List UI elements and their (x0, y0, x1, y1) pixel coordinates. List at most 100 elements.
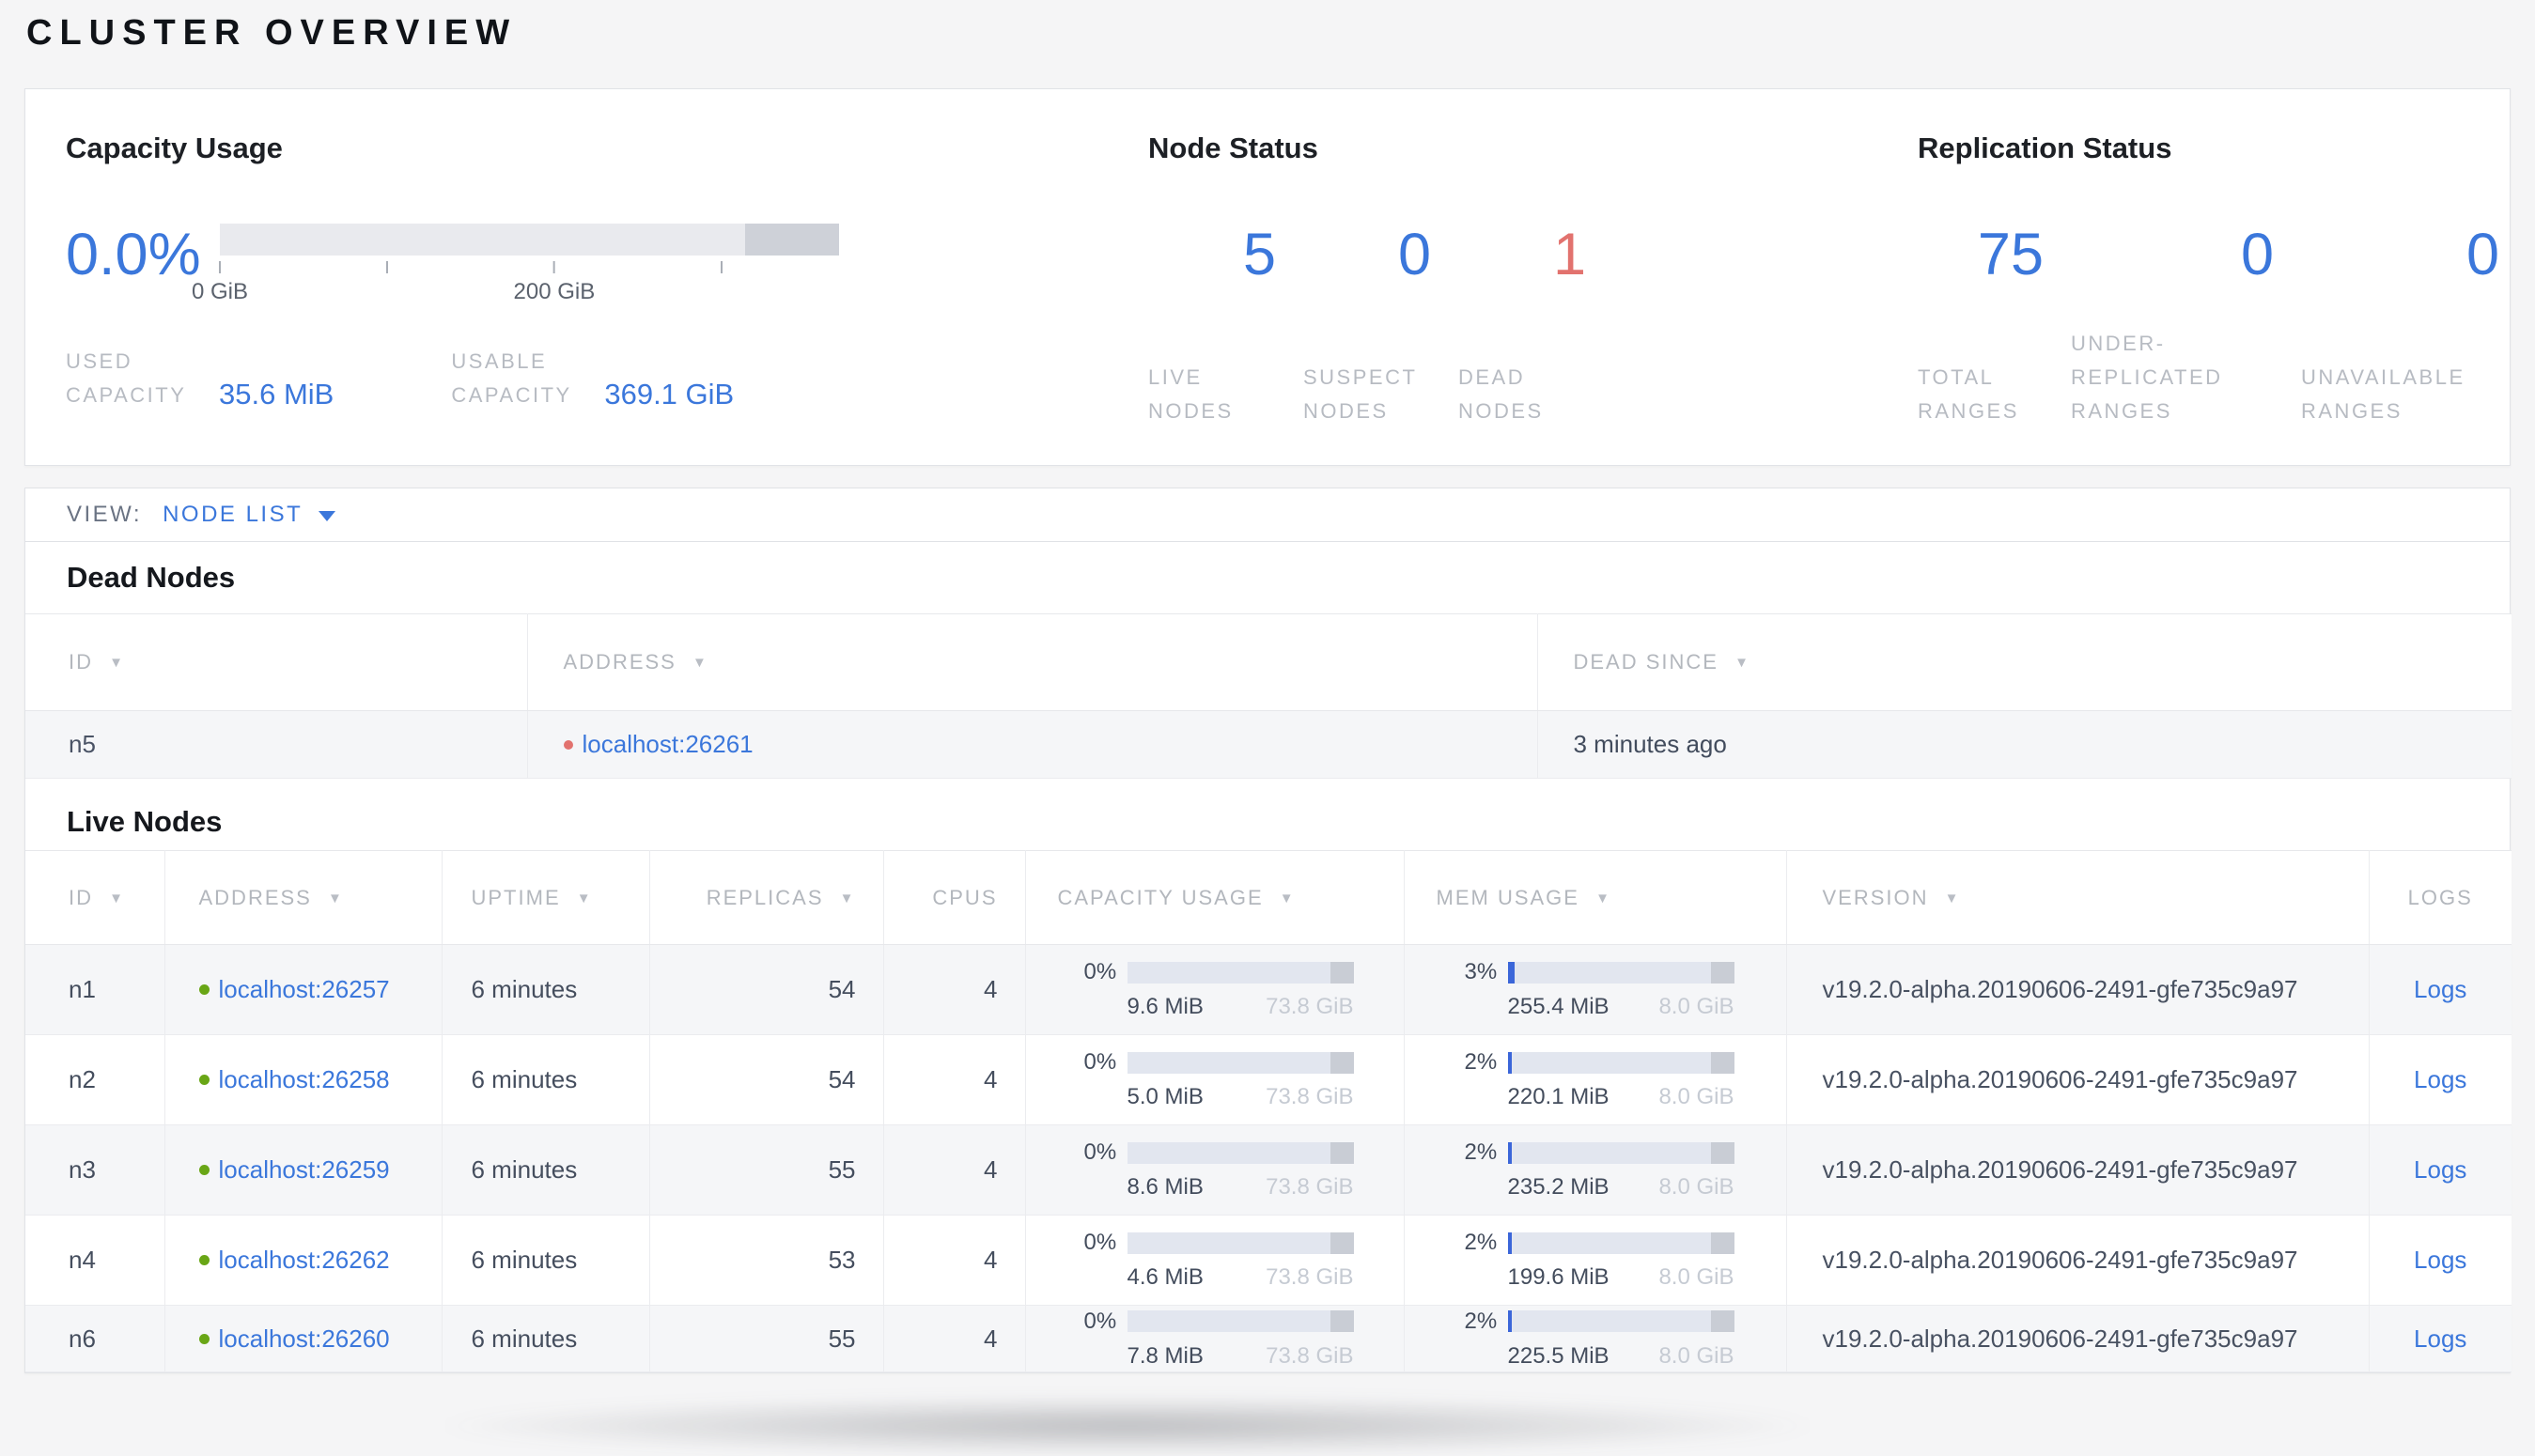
stat-value: 0 (1397, 222, 1431, 287)
logs-link[interactable]: Logs (2414, 1324, 2467, 1353)
table-row: n2 localhost:26258 6 minutes 54 4 0% 5.0… (25, 1034, 2512, 1125)
replication-status-stat: 0 UNAVAILABLE RANGES (2301, 224, 2527, 428)
mem-used-value: 255.4 MiB (1507, 994, 1610, 1019)
stat-value: 5 (1242, 222, 1276, 287)
node-address-link[interactable]: localhost:26262 (218, 1246, 390, 1274)
cpus-cell: 4 (883, 944, 1026, 1035)
column-header[interactable]: ADDRESS ▼ (164, 850, 443, 945)
capacity-usage-bar (1127, 1231, 1354, 1254)
column-header[interactable]: ID ▼ (25, 613, 528, 711)
node-status-stat: 5 LIVE NODES (1148, 224, 1303, 428)
capacity-percent: 0% (1083, 1308, 1117, 1334)
node-address-link[interactable]: localhost:26258 (218, 1065, 390, 1093)
column-header[interactable]: VERSION ▼ (1786, 850, 2370, 945)
sort-arrow-icon: ▼ (109, 890, 125, 906)
axis-tick: 0 GiB (192, 256, 248, 305)
uptime-cell: 6 minutes (442, 1305, 650, 1372)
column-header-label: ADDRESS (563, 650, 677, 674)
capacity-total-value: 73.8 GiB (1266, 1264, 1354, 1290)
column-header-label: ID (69, 650, 93, 674)
mem-used-value: 220.1 MiB (1507, 1084, 1610, 1109)
node-id-cell: n6 (25, 1305, 165, 1372)
capacity-usage-chart: 0.0% 0 GiB 200 GiB (66, 224, 1148, 308)
replicas-cell: 54 (649, 944, 884, 1035)
replicas-cell: 54 (649, 1034, 884, 1125)
column-header[interactable]: ID ▼ (25, 850, 165, 945)
column-header-label: ID (69, 885, 93, 909)
uptime-cell: 6 minutes (442, 1215, 650, 1306)
node-address-cell: localhost:26259 (164, 1124, 443, 1216)
capacity-percent: 0% (1083, 1230, 1117, 1255)
capacity-reserved-segment (1330, 1310, 1354, 1332)
column-header[interactable]: DEAD SINCE ▼ (1537, 613, 2512, 711)
column-header: CPUS ▼ (883, 850, 1026, 945)
node-address-cell: localhost:26258 (164, 1034, 443, 1125)
mem-reserved-segment (1711, 1141, 1734, 1164)
stat-label: DEAD NODES (1458, 365, 1544, 423)
tick-label: 200 GiB (513, 279, 596, 304)
capacity-usage-bar (1127, 1310, 1354, 1332)
node-address-link[interactable]: localhost:26260 (218, 1324, 390, 1353)
mem-usage-cell: 2% 199.6 MiB 8.0 GiB (1404, 1215, 1787, 1306)
capacity-reserved-segment (1330, 1231, 1354, 1254)
mem-used-value: 225.5 MiB (1507, 1342, 1610, 1369)
stat-value: 75 (1977, 222, 2044, 287)
mem-usage-bar (1507, 1051, 1734, 1074)
replication-status-stat: 75 TOTAL RANGES (1918, 224, 2071, 428)
capacity-percent: 0% (1083, 1049, 1117, 1075)
logs-link[interactable]: Logs (2414, 1246, 2467, 1274)
capacity-total-value: 73.8 GiB (1266, 1342, 1354, 1369)
view-label: VIEW: (67, 502, 143, 527)
capacity-used-value: 9.6 MiB (1127, 994, 1204, 1019)
mem-usage-cell: 2% 235.2 MiB 8.0 GiB (1404, 1124, 1787, 1216)
node-status-section: Node Status 5 LIVE NODES 0 SUSPECT NODES… (1148, 129, 1918, 465)
node-address-link[interactable]: localhost:26261 (582, 730, 754, 758)
node-address-link[interactable]: localhost:26259 (218, 1155, 390, 1184)
stat-label: SUSPECT NODES (1303, 365, 1418, 423)
version-cell: v19.2.0-alpha.20190606-2491-gfe735c9a97 (1786, 1124, 2370, 1216)
capacity-total-value: 73.8 GiB (1266, 1084, 1354, 1109)
capacity-reserved-segment (1330, 1141, 1354, 1164)
live-nodes-header-row: ID ▼ ADDRESS ▼ UPTIME ▼ REPLICAS ▼ CPUS … (25, 850, 2512, 945)
logs-cell: Logs (2369, 1034, 2512, 1125)
tick-mark (219, 261, 221, 273)
tick-mark (552, 261, 555, 273)
sort-arrow-icon: ▼ (839, 890, 856, 906)
node-status-dot (198, 1165, 210, 1175)
node-id-cell: n4 (25, 1215, 165, 1306)
node-status-dot (198, 1333, 210, 1344)
mem-percent: 2% (1464, 1230, 1498, 1255)
node-address-cell: localhost:26261 (527, 710, 1538, 779)
column-header[interactable]: UPTIME ▼ (442, 850, 650, 945)
logs-link[interactable]: Logs (2414, 1065, 2467, 1093)
dead-nodes-heading: Dead Nodes (67, 561, 236, 594)
table-row: n6 localhost:26260 6 minutes 55 4 0% 7.8… (25, 1305, 2512, 1372)
view-selected-value: NODE LIST (163, 502, 303, 527)
table-row: n3 localhost:26259 6 minutes 55 4 0% 8.6… (25, 1124, 2512, 1216)
column-header[interactable]: CAPACITY USAGE ▼ (1025, 850, 1405, 945)
capacity-usage-cell: 0% 8.6 MiB 73.8 GiB (1025, 1124, 1405, 1216)
column-header-label: LOGS (2407, 885, 2473, 909)
node-address-link[interactable]: localhost:26257 (218, 975, 390, 1003)
capacity-used-value: 8.6 MiB (1127, 1174, 1204, 1200)
logs-link[interactable]: Logs (2414, 975, 2467, 1003)
nodes-tables-panel: Dead Nodes ID ▼ ADDRESS ▼ DEAD SINCE ▼ n… (24, 542, 2512, 1373)
column-header[interactable]: REPLICAS ▼ (649, 850, 884, 945)
column-header[interactable]: MEM USAGE ▼ (1404, 850, 1787, 945)
stat-label: UNAVAILABLE RANGES (2301, 365, 2465, 423)
capacity-usage-bar (1127, 1141, 1354, 1164)
replication-status-title: Replication Status (1918, 132, 2172, 164)
mem-reserved-segment (1711, 1051, 1734, 1074)
replicas-cell: 53 (649, 1215, 884, 1306)
capacity-usage-bar (1127, 961, 1354, 984)
version-cell: v19.2.0-alpha.20190606-2491-gfe735c9a97 (1786, 1215, 2370, 1306)
capacity-percent: 0% (1083, 959, 1117, 984)
capacity-used-percent: 0.0% (66, 222, 201, 287)
logs-link[interactable]: Logs (2414, 1155, 2467, 1184)
view-selector-dropdown[interactable]: NODE LIST (163, 502, 336, 528)
uptime-cell: 6 minutes (442, 1124, 650, 1216)
capacity-usage-cell: 0% 7.8 MiB 73.8 GiB (1025, 1305, 1405, 1372)
node-address-cell: localhost:26257 (164, 944, 443, 1035)
node-id-cell: n2 (25, 1034, 165, 1125)
column-header[interactable]: ADDRESS ▼ (527, 613, 1538, 711)
